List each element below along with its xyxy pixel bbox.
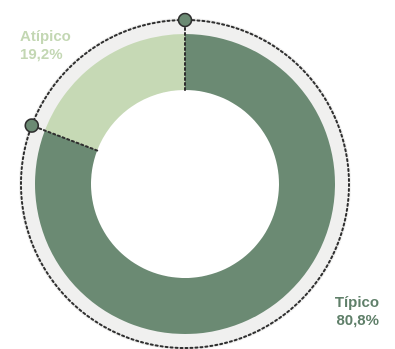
donut-slice-atipico: [44, 34, 185, 151]
boundary-marker-1: [24, 118, 40, 133]
label-atipico-value: 19,2%: [20, 46, 63, 63]
slice-boundary-markers: [24, 12, 193, 133]
donut-slices: [34, 34, 336, 334]
label-tipico: Típico 80,8%: [335, 294, 379, 330]
boundary-guide-line-1: [30, 124, 99, 152]
label-atipico: Atípico 19,2%: [20, 28, 71, 64]
donut-slice-tipico: [34, 34, 336, 334]
label-tipico-value: 80,8%: [336, 312, 379, 329]
boundary-marker-0: [177, 12, 193, 28]
donut-hole: [91, 90, 279, 278]
label-atipico-name: Atípico: [20, 28, 71, 45]
label-tipico-name: Típico: [334, 294, 379, 311]
